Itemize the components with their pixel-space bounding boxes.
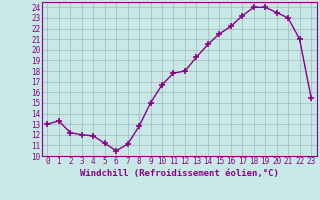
X-axis label: Windchill (Refroidissement éolien,°C): Windchill (Refroidissement éolien,°C)	[80, 169, 279, 178]
